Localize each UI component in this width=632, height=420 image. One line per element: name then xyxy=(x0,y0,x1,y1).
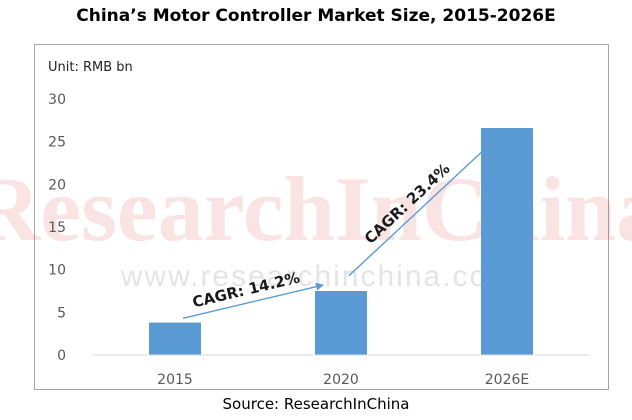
x-tick-label: 2015 xyxy=(157,372,193,388)
y-tick-label: 10 xyxy=(48,263,66,279)
watermark-url: www.researchinchina.com xyxy=(120,260,515,293)
y-tick-label: 5 xyxy=(57,305,66,321)
chart-frame xyxy=(34,44,609,390)
chart-title: China’s Motor Controller Market Size, 20… xyxy=(76,6,556,26)
bar-2026E xyxy=(481,128,533,355)
bars xyxy=(149,128,533,355)
source-note: Source: ResearchInChina xyxy=(222,395,410,413)
watermark-brand: ResearchInChina xyxy=(0,158,632,260)
y-tick-label: 0 xyxy=(57,348,66,364)
cagr-arrow-1 xyxy=(182,282,324,319)
x-tick-label: 2026E xyxy=(485,372,529,388)
y-tick-label: 20 xyxy=(48,177,66,193)
y-tick-label: 25 xyxy=(48,135,66,151)
bar-2015 xyxy=(149,322,201,355)
cagr-arrow-2 xyxy=(348,144,490,277)
y-tick-label: 15 xyxy=(48,220,66,236)
y-tick-label: 30 xyxy=(48,92,66,108)
y-axis: 0 5 10 15 20 25 30 xyxy=(48,92,66,364)
x-axis: 2015 2020 2026E xyxy=(157,372,529,388)
unit-label: Unit: RMB bn xyxy=(48,60,133,75)
x-tick-label: 2020 xyxy=(323,372,359,388)
bar-2020 xyxy=(315,291,367,355)
watermark: ResearchInChina www.researchinchina.com xyxy=(0,158,632,293)
